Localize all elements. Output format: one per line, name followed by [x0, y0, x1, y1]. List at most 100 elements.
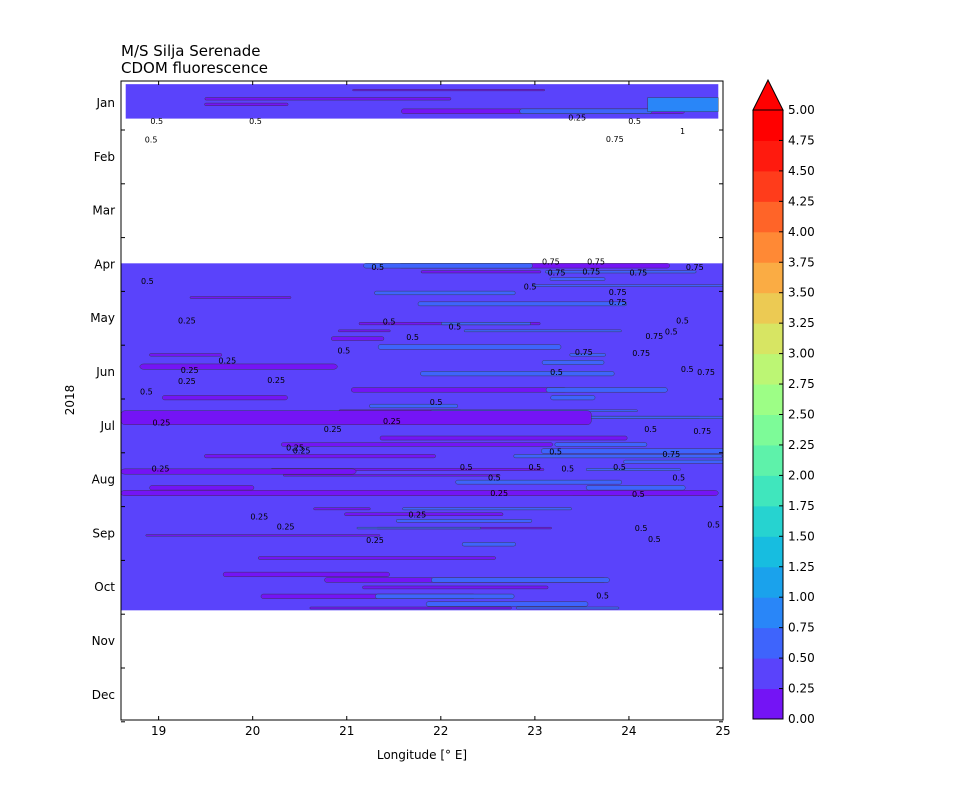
- y-tick-label: Oct: [94, 580, 115, 594]
- x-tick-label: 25: [715, 724, 730, 738]
- colorbar-tick-label: 2.25: [788, 438, 815, 452]
- contour-label: 0.5: [672, 473, 685, 482]
- contour-band-mid: [532, 284, 723, 287]
- y-tick-label: Mar: [92, 204, 115, 218]
- contour-label: 0.25: [286, 443, 304, 452]
- contour-label: 0.75: [629, 268, 647, 277]
- colorbar-segment: [753, 444, 783, 476]
- contour-label: 0.5: [707, 520, 720, 529]
- contour-band-low: [121, 468, 357, 475]
- contour-label: 0.5: [406, 333, 419, 342]
- contour-band-low: [139, 363, 338, 370]
- contour-band-low: [258, 556, 496, 560]
- contour-band-low: [344, 512, 504, 516]
- contour-label: 0.5: [665, 328, 678, 337]
- contour-label: 0.5: [648, 535, 661, 544]
- contour-band-mid: [541, 360, 605, 365]
- contour-band-mid: [374, 290, 516, 296]
- colorbar-tick-label: 1.75: [788, 499, 815, 513]
- colorbar-segment: [753, 201, 783, 233]
- colorbar-tick-label: 0.75: [788, 621, 815, 635]
- contour-label: 0.75: [575, 348, 593, 357]
- contour-band-high: [647, 97, 719, 112]
- contour-band-low: [420, 270, 542, 274]
- contour-label: 0.5: [338, 346, 351, 355]
- contour-band-mid: [369, 403, 458, 409]
- contour-band-low: [204, 97, 452, 101]
- y-tick-label: Sep: [92, 526, 115, 540]
- colorbar-tick-label: 1.50: [788, 529, 815, 543]
- contour-band-mid: [377, 344, 562, 350]
- contour-band-low: [145, 534, 381, 537]
- colorbar-segment: [753, 292, 783, 324]
- contour-label: 0.25: [181, 366, 199, 375]
- x-tick-label: 24: [621, 724, 636, 738]
- contour-label: 0.75: [606, 135, 624, 144]
- contour-label: 0.5: [371, 263, 384, 272]
- colorbar-tick-label: 2.75: [788, 377, 815, 391]
- colorbar-segment: [753, 627, 783, 659]
- y-axis-label: 2018: [63, 385, 77, 416]
- contour-label: 0.5: [549, 448, 562, 457]
- contour-label: 0.5: [676, 316, 689, 325]
- contour-band-mid: [463, 329, 622, 333]
- colorbar-tick-label: 3.25: [788, 316, 815, 330]
- contour-band-mid: [585, 468, 681, 471]
- contour-label: 0.75: [645, 332, 663, 341]
- colorbar-segment: [753, 658, 783, 690]
- colorbar-tick-label: 3.75: [788, 255, 815, 269]
- contour-band-mid: [623, 459, 723, 464]
- colorbar-segment: [753, 566, 783, 598]
- colorbar-segment: [753, 597, 783, 629]
- contour-band-low: [149, 353, 223, 357]
- contour-label: 0.25: [408, 511, 426, 520]
- contour-label: 0.5: [628, 117, 641, 126]
- contour-band-low: [309, 606, 512, 610]
- contour-band-mid: [455, 479, 622, 485]
- contour-label: 0.5: [550, 368, 563, 377]
- contour-band-low: [121, 410, 592, 425]
- contour-band-low: [222, 571, 390, 577]
- contour-label: 0.25: [218, 357, 236, 366]
- contour-band-mid: [545, 387, 668, 393]
- colorbar-segment: [753, 475, 783, 507]
- colorbar-tick-label: 3.00: [788, 347, 815, 361]
- contour-band-mid: [363, 263, 533, 269]
- contour-label: 0.25: [383, 417, 401, 426]
- colorbar-segment: [753, 505, 783, 537]
- y-tick-label: May: [90, 311, 115, 325]
- contour-band-low: [313, 507, 371, 511]
- contour-band-low: [281, 442, 553, 447]
- colorbar-tick-label: 1.25: [788, 560, 815, 574]
- contour-band-low: [204, 454, 436, 459]
- contour-label: 0.25: [267, 376, 285, 385]
- x-tick-label: 21: [339, 724, 354, 738]
- colorbar-segment: [753, 384, 783, 415]
- contour-label: 0.25: [153, 419, 171, 428]
- contour-band-mid: [562, 415, 723, 419]
- colorbar-extend-arrow: [752, 78, 784, 111]
- contour-label: 0.5: [449, 322, 462, 331]
- colorbar-segment: [753, 353, 783, 385]
- contour-band-mid: [549, 277, 606, 281]
- colorbar-tick-label: 5.00: [788, 103, 815, 117]
- contour-band-low: [352, 89, 545, 92]
- colorbar-segment: [753, 536, 783, 568]
- contour-label: 1: [680, 127, 685, 136]
- contour-band-mid: [554, 442, 648, 447]
- colorbar-tick-label: 0.00: [788, 712, 815, 726]
- plot-frame: [120, 80, 724, 721]
- contour-label: 0.5: [145, 136, 158, 145]
- contour-label: 0.5: [681, 365, 694, 374]
- colorbar-segment: [753, 140, 783, 172]
- colorbar-segment: [753, 110, 783, 141]
- contour-band-mid: [515, 606, 620, 610]
- contour-label: 0.25: [178, 316, 196, 325]
- contour-band-low: [189, 296, 292, 299]
- contour-label: 0.75: [662, 450, 680, 459]
- contour-band-mid: [569, 353, 606, 357]
- contour-band-low: [162, 395, 288, 401]
- colorbar-tick-label: 4.00: [788, 225, 815, 239]
- y-tick-label: Nov: [92, 634, 115, 648]
